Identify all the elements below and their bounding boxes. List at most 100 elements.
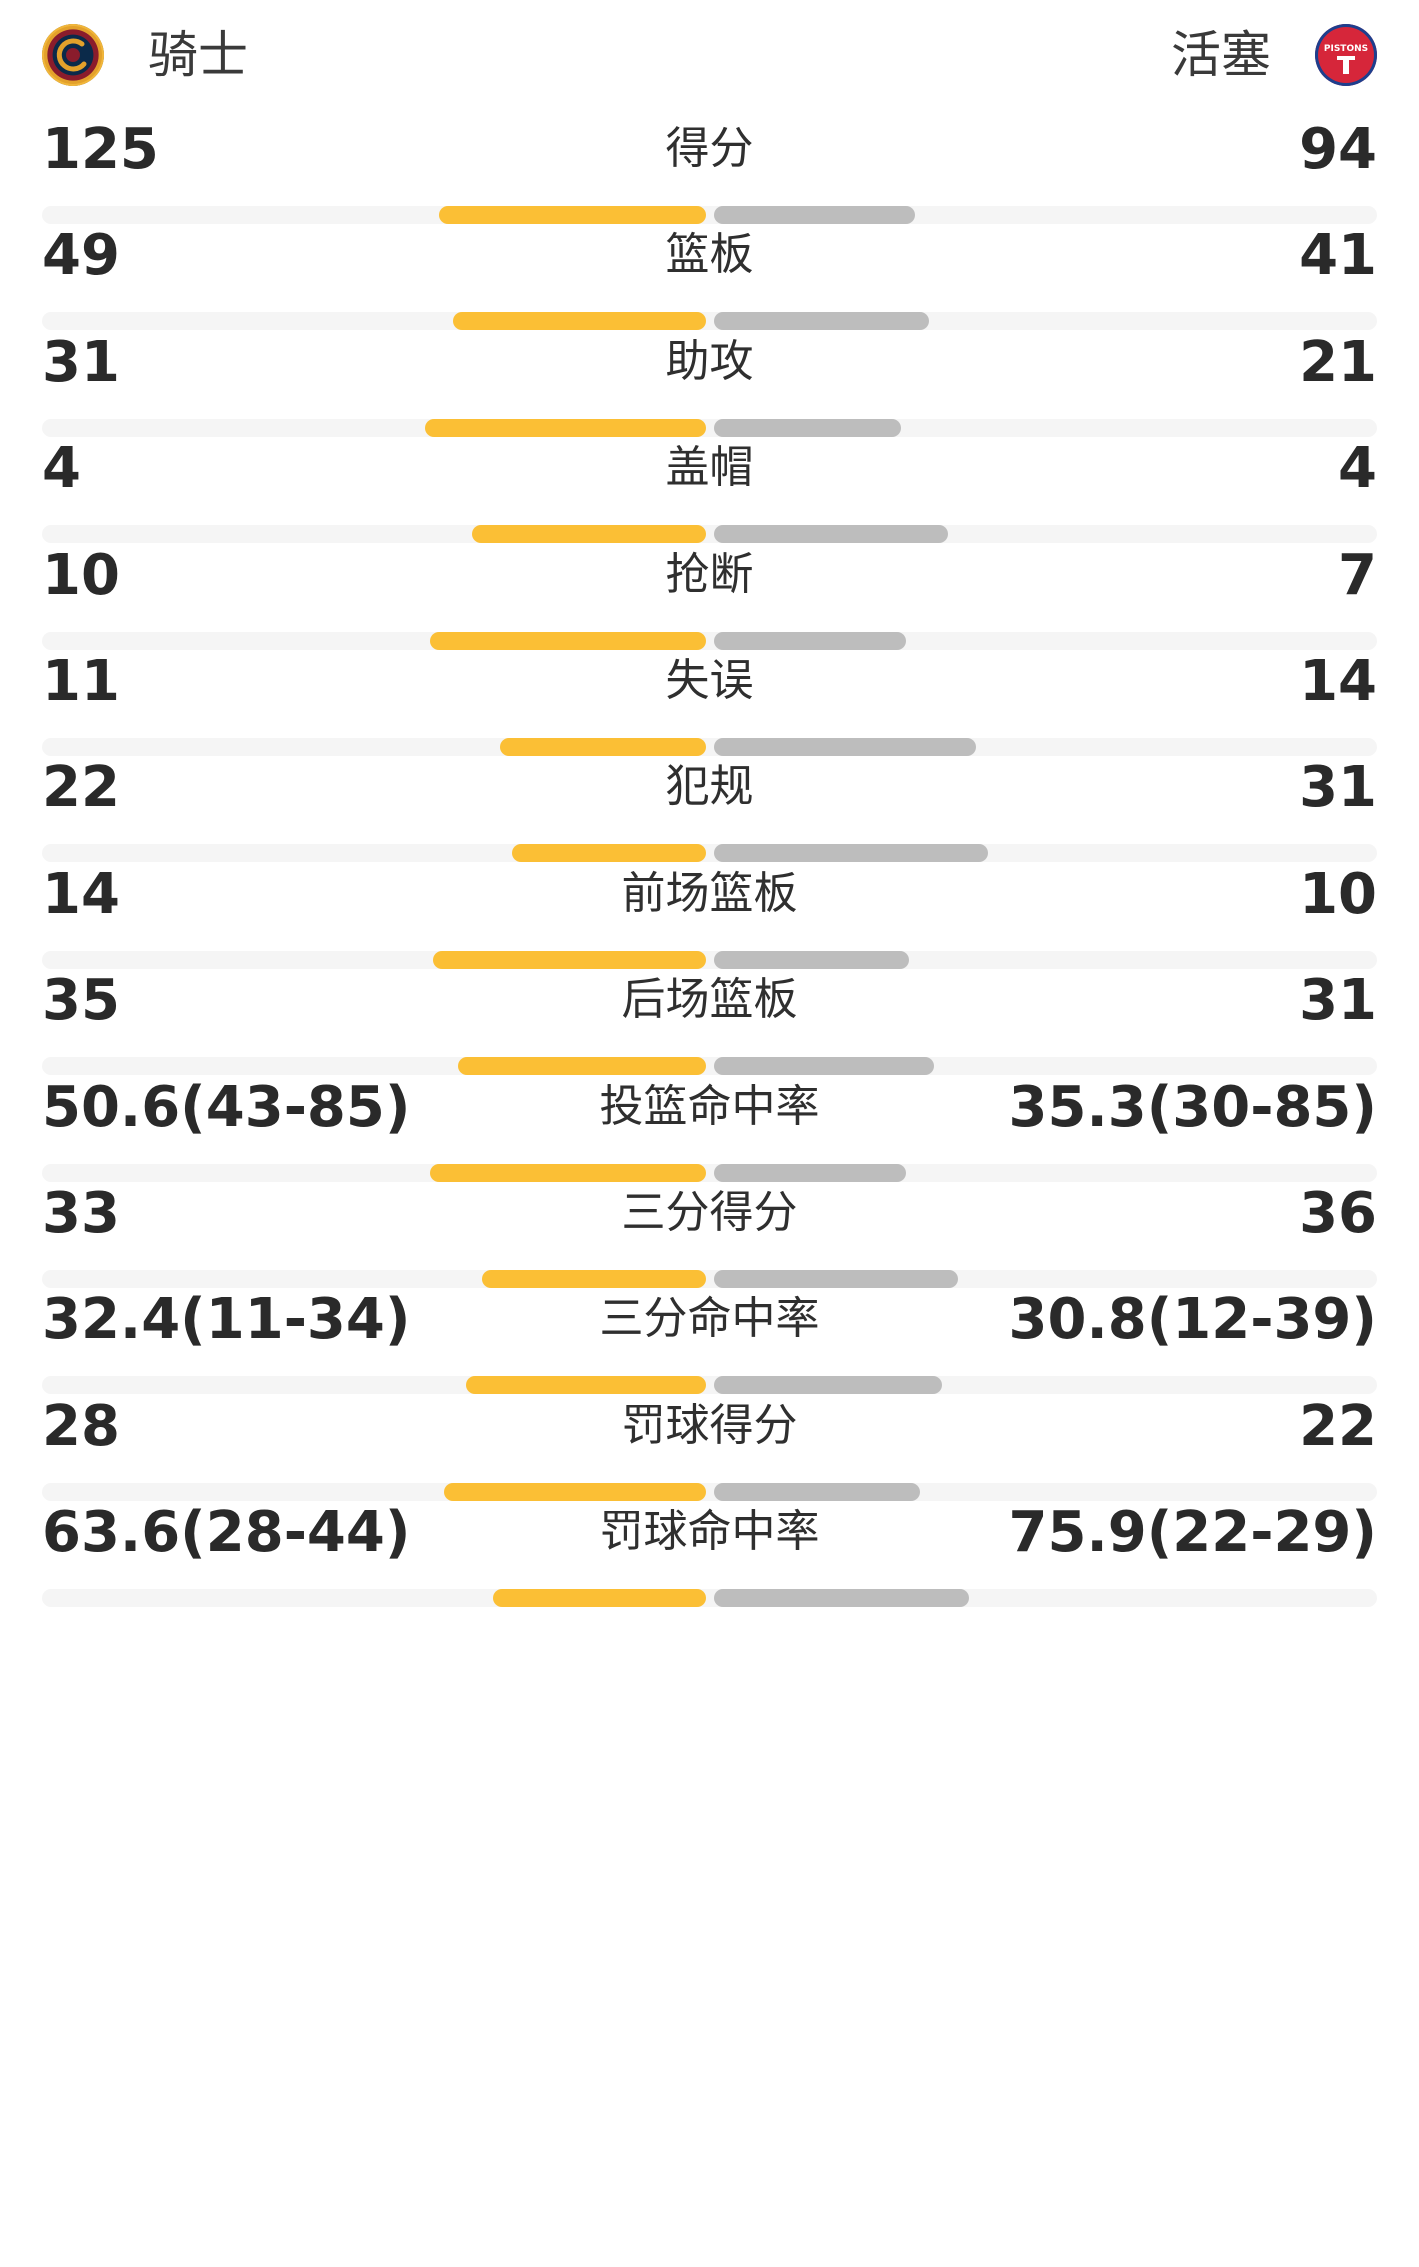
home-stat-value: 35 (42, 968, 120, 1033)
stat-label: 罚球得分 (621, 1400, 798, 1451)
stat-bar-track (42, 312, 1377, 330)
home-stat-value: 125 (42, 117, 159, 182)
home-stat-bar (511, 844, 706, 862)
home-stat-bar (481, 1270, 706, 1288)
away-stat-bar (713, 206, 915, 224)
away-stat-value: 14 (1299, 649, 1377, 714)
stat-bar-track (42, 1270, 1377, 1288)
away-stat-bar (713, 312, 929, 330)
away-stat-bar (713, 1483, 920, 1501)
home-stat-bar (499, 738, 706, 756)
home-stat-value: 14 (42, 862, 120, 927)
home-stat-value: 28 (42, 1394, 120, 1459)
stat-label: 篮板 (665, 229, 754, 280)
home-stat-bar (432, 951, 706, 969)
away-stat-bar (713, 951, 909, 969)
stat-label: 抢断 (665, 549, 754, 600)
stat-bar-track (42, 1376, 1377, 1394)
away-stat-value: 31 (1299, 968, 1377, 1033)
home-stat-bar (443, 1483, 706, 1501)
stat-bar-track (42, 1589, 1377, 1607)
home-stat-bar (457, 1057, 706, 1075)
home-stat-value: 50.6(43-85) (42, 1075, 411, 1140)
team-header: 骑士 活塞 PISTONS (0, 0, 1419, 118)
away-stat-value: 22 (1299, 1394, 1377, 1459)
away-stat-value: 35.3(30-85) (1008, 1075, 1377, 1140)
away-stat-bar (713, 1057, 934, 1075)
away-stat-value: 94 (1299, 117, 1377, 182)
stat-row: 49 篮板 41 (0, 216, 1419, 368)
stat-row: 11 失误 14 (0, 642, 1419, 794)
stat-row: 125 得分 94 (0, 110, 1419, 262)
stat-row: 32.4(11-34) 三分命中率 30.8(12-39) (0, 1280, 1419, 1432)
stat-row: 4 盖帽 4 (0, 429, 1419, 581)
stat-label: 三分命中率 (599, 1293, 820, 1344)
stat-row: 33 三分得分 36 (0, 1174, 1419, 1326)
pistons-logo-icon[interactable]: PISTONS (1315, 24, 1377, 86)
stat-row: 31 助攻 21 (0, 323, 1419, 475)
away-stat-bar (713, 1270, 958, 1288)
home-stat-value: 10 (42, 543, 120, 608)
stat-bar-track (42, 1483, 1377, 1501)
away-stat-value: 41 (1299, 223, 1377, 288)
stat-label: 盖帽 (665, 442, 754, 493)
home-stat-bar (429, 632, 706, 650)
home-stat-value: 31 (42, 330, 120, 395)
stat-bar-track (42, 1164, 1377, 1182)
stat-label: 罚球命中率 (599, 1506, 820, 1557)
cavaliers-logo-icon[interactable] (42, 24, 104, 86)
away-stat-value: 10 (1299, 862, 1377, 927)
home-stat-value: 11 (42, 649, 120, 714)
stat-label: 投篮命中率 (599, 1081, 820, 1132)
home-stat-value: 32.4(11-34) (42, 1287, 411, 1352)
away-stat-bar (713, 419, 901, 437)
stat-bar-track (42, 844, 1377, 862)
home-stat-bar (492, 1589, 706, 1607)
stat-row: 35 后场篮板 31 (0, 961, 1419, 1113)
home-stat-bar (452, 312, 706, 330)
stat-label: 失误 (665, 655, 754, 706)
away-stat-value: 30.8(12-39) (1008, 1287, 1377, 1352)
stat-row: 10 抢断 7 (0, 536, 1419, 688)
away-stat-value: 21 (1299, 330, 1377, 395)
away-stat-value: 36 (1299, 1181, 1377, 1246)
away-team-name[interactable]: 活塞 (1171, 26, 1271, 84)
stat-bar-track (42, 738, 1377, 756)
away-stat-bar (713, 632, 906, 650)
away-stat-bar (713, 1164, 906, 1182)
home-team-name[interactable]: 骑士 (148, 26, 248, 84)
stat-label: 前场篮板 (621, 868, 798, 919)
stat-label: 后场篮板 (621, 974, 798, 1025)
home-stat-bar (429, 1164, 706, 1182)
home-stat-value: 49 (42, 223, 120, 288)
home-stat-value: 22 (42, 755, 120, 820)
stat-row: 14 前场篮板 10 (0, 855, 1419, 1007)
stat-label: 助攻 (665, 336, 754, 387)
away-stat-value: 4 (1338, 436, 1377, 501)
stat-bar-track (42, 419, 1377, 437)
stat-row: 28 罚球得分 22 (0, 1387, 1419, 1539)
home-stat-bar (438, 206, 706, 224)
stat-label: 得分 (665, 123, 754, 174)
stat-label: 犯规 (665, 761, 754, 812)
home-stat-bar (424, 419, 706, 437)
home-stat-value: 63.6(28-44) (42, 1500, 411, 1565)
stat-bar-track (42, 951, 1377, 969)
away-stat-bar (713, 525, 948, 543)
away-stat-bar (713, 1376, 942, 1394)
away-stat-bar (713, 844, 988, 862)
away-stat-bar (713, 1589, 969, 1607)
away-stat-bar (713, 738, 976, 756)
stat-row: 63.6(28-44) 罚球命中率 75.9(22-29) (0, 1493, 1419, 1645)
home-stat-bar (471, 525, 706, 543)
home-stat-bar (465, 1376, 706, 1394)
stat-row: 50.6(43-85) 投篮命中率 35.3(30-85) (0, 1068, 1419, 1220)
stat-row: 22 犯规 31 (0, 748, 1419, 900)
stat-bar-track (42, 632, 1377, 650)
away-stat-value: 31 (1299, 755, 1377, 820)
home-stat-value: 4 (42, 436, 81, 501)
stat-label: 三分得分 (621, 1187, 798, 1238)
away-stat-value: 7 (1338, 543, 1377, 608)
svg-text:PISTONS: PISTONS (1324, 44, 1368, 54)
stat-bar-track (42, 1057, 1377, 1075)
